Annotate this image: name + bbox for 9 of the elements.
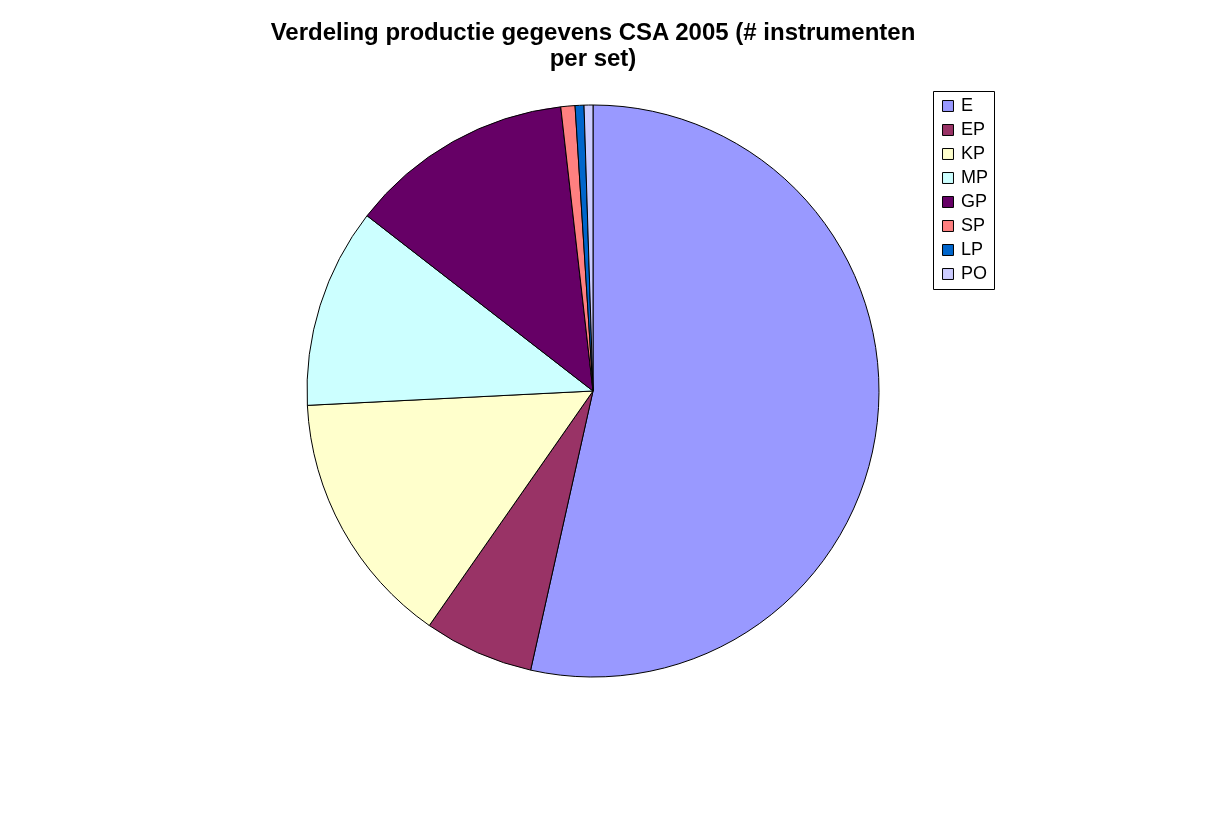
legend-label: PO (961, 263, 988, 283)
legend-label: SP (961, 215, 986, 235)
legend-label: LP (961, 239, 984, 259)
legend-label: EP (961, 119, 986, 139)
chart-title: Verdeling productie gegevens CSA 2005 (# instrumenten per set) (270, 17, 916, 71)
legend-label: E (961, 95, 974, 115)
legend-label: GP (961, 191, 988, 211)
legend-label: KP (961, 143, 986, 163)
legend-label: MP (961, 167, 988, 187)
